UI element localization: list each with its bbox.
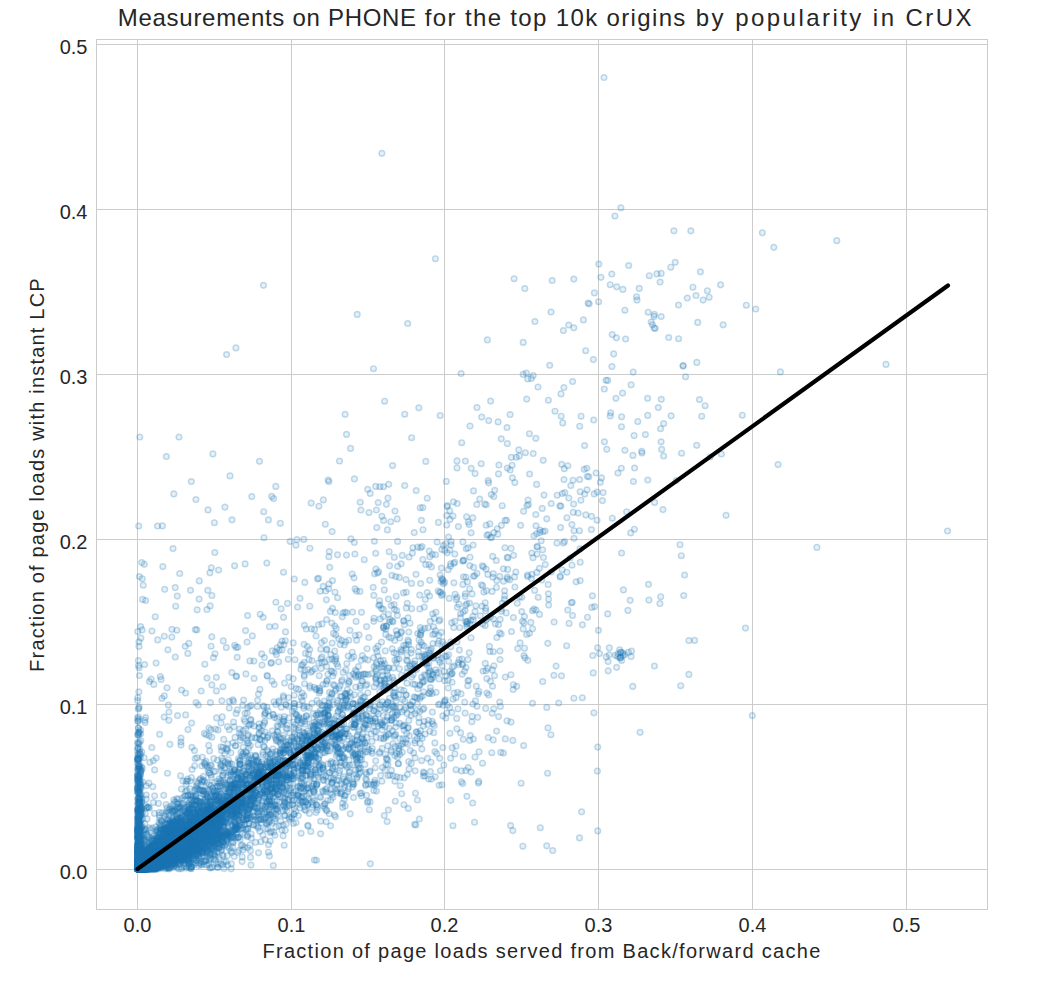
svg-text:0.1: 0.1	[60, 696, 88, 718]
svg-text:0.3: 0.3	[585, 914, 613, 936]
svg-text:Fraction of page loads served: Fraction of page loads served from Back/…	[262, 940, 821, 962]
svg-text:0.0: 0.0	[60, 861, 88, 883]
svg-text:0.4: 0.4	[60, 201, 88, 223]
svg-text:0.3: 0.3	[60, 366, 88, 388]
svg-text:0.2: 0.2	[60, 531, 88, 553]
svg-text:0.1: 0.1	[278, 914, 306, 936]
svg-text:0.0: 0.0	[124, 914, 152, 936]
svg-text:0.2: 0.2	[431, 914, 459, 936]
svg-text:0.5: 0.5	[60, 36, 88, 58]
svg-text:0.4: 0.4	[739, 914, 767, 936]
svg-text:0.5: 0.5	[893, 914, 921, 936]
svg-text:Fraction of page loads with in: Fraction of page loads with instant LCP	[26, 277, 48, 672]
svg-text:Measurements on PHONE for the: Measurements on PHONE for the top 10k or…	[118, 4, 974, 31]
